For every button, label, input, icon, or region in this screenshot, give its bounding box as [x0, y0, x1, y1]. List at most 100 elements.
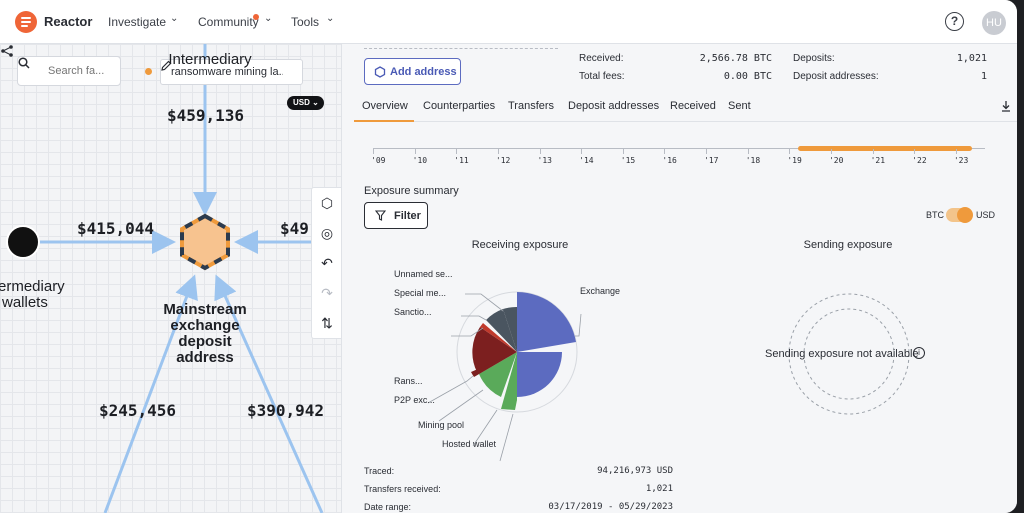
deposit-addresses-label: Deposit addresses:	[793, 71, 879, 82]
pie-label-mining-pool: Mining pool	[418, 420, 465, 430]
mainstream-exchange-node[interactable]	[180, 213, 230, 271]
currency-pill-label: USD	[293, 98, 310, 107]
search-box[interactable]	[17, 56, 121, 86]
timeline-year-label: '11	[454, 156, 469, 165]
amount-left: $415,044	[77, 219, 155, 238]
filter-icon	[375, 210, 386, 221]
chevron-down-icon: ⌄	[312, 98, 319, 107]
undo-icon[interactable]: ↶	[321, 255, 333, 271]
date-range-value: 03/17/2019 - 05/29/2023	[548, 502, 673, 512]
timeline-tick	[872, 149, 874, 154]
slice-unnamed-service[interactable]	[503, 306, 517, 352]
timeline-tick	[747, 149, 749, 154]
search-input[interactable]	[48, 65, 118, 77]
chevron-down-icon[interactable]: ⌄	[264, 13, 273, 24]
timeline-year-label: '12	[495, 156, 511, 165]
timeline-tick	[539, 149, 541, 154]
currency-toggle[interactable]	[946, 207, 973, 223]
edge-bottom-left[interactable]	[103, 274, 198, 513]
deposits-value: 1,021	[956, 53, 987, 64]
timeline-tick	[456, 149, 458, 154]
slice-ransomware[interactable]	[472, 327, 517, 372]
toggle-knob	[957, 207, 973, 223]
toggle-btc-label: BTC	[926, 210, 944, 220]
help-icon[interactable]: ?	[945, 12, 964, 31]
sort-icon[interactable]: ⇅	[321, 315, 333, 331]
target-icon[interactable]: ◎	[320, 225, 334, 241]
slice-exchange-outer[interactable]	[517, 292, 576, 352]
timeline-year-label: '10	[412, 156, 428, 165]
timeline-tick	[830, 149, 832, 154]
filter-button[interactable]: Filter	[364, 202, 428, 229]
info-icon[interactable]: i	[913, 347, 925, 359]
timeline-year-label: '13	[537, 156, 552, 165]
slice-sanctions[interactable]	[480, 323, 517, 352]
timeline-year-label: '20	[828, 156, 844, 165]
intermediary-wallets-node[interactable]	[6, 225, 40, 259]
timeline-tick	[789, 149, 791, 154]
case-name-field[interactable]: ransomware mining la...	[160, 59, 303, 85]
tab-deposit-addresses[interactable]: Deposit addresses	[568, 100, 660, 112]
nav-tools[interactable]: Tools	[291, 15, 320, 29]
timeline-tick	[955, 149, 957, 154]
activity-timeline[interactable]: '09 '10 '11 '12 '13 '14 '15 '16 '17 '18 '19 '20 '21 '…	[371, 144, 985, 174]
transfers-received-value: 1,021	[645, 484, 673, 494]
app-name[interactable]: Reactor	[44, 14, 93, 29]
graph-edges	[6, 44, 341, 513]
redo-icon[interactable]: ↷	[321, 285, 333, 301]
tab-sent[interactable]: Sent	[728, 100, 751, 112]
pie-label-unnamed-service: Unnamed se...	[394, 269, 453, 279]
tab-transfers[interactable]: Transfers	[508, 100, 555, 112]
top-navigation: Reactor Investigate ⌄ Community ⌄ Tools …	[0, 0, 1017, 44]
share-icon[interactable]	[0, 44, 14, 58]
filter-label: Filter	[394, 210, 421, 222]
slice-exchange[interactable]	[517, 352, 562, 397]
chevron-down-icon[interactable]: ⌄	[326, 13, 335, 24]
nav-investigate[interactable]: Investigate	[108, 15, 167, 29]
timeline-year-label: '21	[870, 156, 886, 165]
receiving-exposure-pie[interactable]	[343, 266, 623, 471]
graph-canvas[interactable]: ransomware mining la... USD ⌄ Intermedia…	[0, 44, 342, 513]
amount-bottom-right: $390,942	[247, 401, 325, 420]
hexagon-icon[interactable]: ⬡	[320, 195, 334, 211]
pencil-icon[interactable]	[161, 60, 172, 71]
timeline-tick	[706, 149, 708, 154]
pie-label-sanctions: Sanctio...	[394, 307, 432, 317]
search-icon	[18, 57, 30, 69]
timeline-year-label: '15	[620, 156, 636, 165]
timeline-year-label: '17	[704, 156, 719, 165]
avatar[interactable]: HU	[982, 11, 1006, 35]
timeline-active-range[interactable]	[797, 146, 973, 151]
currency-pill[interactable]: USD ⌄	[287, 96, 324, 110]
exposure-summary-title: Exposure summary	[364, 185, 459, 197]
add-address-button[interactable]: Add address	[364, 58, 461, 85]
tab-received[interactable]: Received	[670, 100, 716, 112]
tab-counterparties[interactable]: Counterparties	[423, 100, 496, 112]
amount-bottom-left: $245,456	[99, 401, 177, 420]
slice-mining-pool[interactable]	[479, 352, 517, 397]
tab-overview[interactable]: Overview	[362, 100, 408, 112]
tab-bar: Overview Counterparties Transfers Deposi…	[354, 94, 1017, 122]
pie-label-hosted-wallet: Hosted wallet	[442, 439, 497, 449]
divider	[364, 48, 558, 49]
timeline-year-label: '18	[745, 156, 761, 165]
slice-hosted-wallet[interactable]	[501, 352, 517, 410]
received-value: 2,566.78 BTC	[699, 53, 772, 64]
timeline-year-label: '16	[662, 156, 677, 165]
timeline-year-label: '23	[953, 156, 969, 165]
nav-community[interactable]: Community	[198, 15, 259, 29]
transfers-received-label: Transfers received:	[364, 484, 441, 494]
sending-exposure-title: Sending exposure	[803, 239, 893, 251]
chevron-down-icon[interactable]: ⌄	[170, 13, 179, 24]
deposits-label: Deposits:	[793, 53, 835, 64]
pie-label-special-measures: Special me...	[394, 288, 447, 298]
slice-p2p-exchange[interactable]	[471, 352, 517, 377]
active-tab-indicator	[354, 120, 414, 122]
reactor-logo-icon[interactable]	[15, 11, 37, 33]
received-label: Received:	[579, 53, 624, 64]
receiving-exposure-title: Receiving exposure	[471, 239, 569, 251]
download-icon[interactable]	[1000, 100, 1012, 112]
edge-bottom-right[interactable]	[214, 274, 324, 513]
slice-special-measures[interactable]	[486, 309, 517, 352]
